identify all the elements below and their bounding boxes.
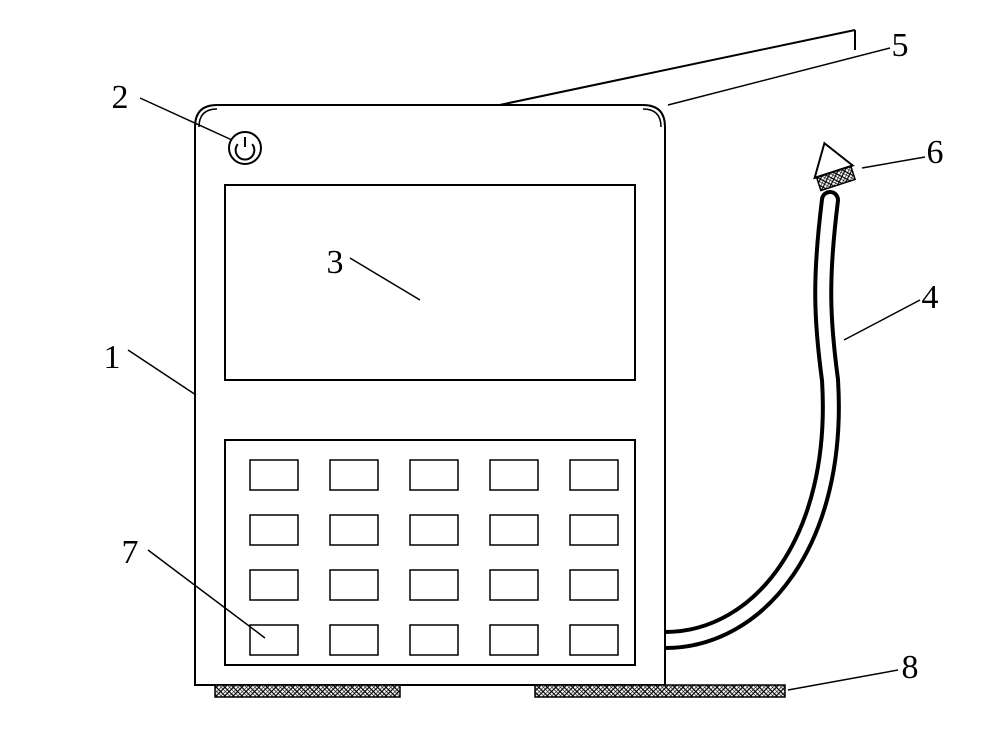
keypad-key[interactable] — [330, 625, 378, 655]
cord-fill — [665, 200, 831, 640]
keypad-key[interactable] — [410, 570, 458, 600]
callout-label-3: 3 — [327, 244, 344, 281]
keypad-key[interactable] — [570, 515, 618, 545]
callout-label-8: 8 — [902, 649, 919, 686]
callout-label-2: 2 — [112, 79, 129, 116]
keypad-key[interactable] — [330, 515, 378, 545]
callout-label-6: 6 — [927, 134, 944, 171]
leader-line-8 — [788, 670, 898, 690]
back-edge-line — [490, 30, 855, 107]
keypad-key[interactable] — [250, 460, 298, 490]
keypad-key[interactable] — [570, 625, 618, 655]
keypad-key[interactable] — [490, 515, 538, 545]
keypad-key[interactable] — [410, 515, 458, 545]
plug-group — [805, 137, 857, 191]
keypad-key[interactable] — [410, 460, 458, 490]
keypad-key[interactable] — [250, 625, 298, 655]
callout-label-7: 7 — [122, 534, 139, 571]
leader-line-6 — [862, 157, 925, 168]
keypad-key[interactable] — [250, 515, 298, 545]
callout-label-1: 1 — [104, 339, 121, 376]
foot-right-x — [535, 685, 785, 697]
keypad-key[interactable] — [490, 625, 538, 655]
keypad-key[interactable] — [490, 570, 538, 600]
leader-line-1 — [128, 350, 196, 395]
keypad-key[interactable] — [330, 570, 378, 600]
keypad-key[interactable] — [410, 625, 458, 655]
display-screen — [225, 185, 635, 380]
keypad-key[interactable] — [330, 460, 378, 490]
foot-left-x — [215, 685, 400, 697]
keypad-key[interactable] — [570, 570, 618, 600]
leader-line-5 — [668, 48, 890, 105]
keypad-key[interactable] — [570, 460, 618, 490]
keypad-key[interactable] — [490, 460, 538, 490]
leader-line-4 — [844, 300, 920, 340]
callout-label-5: 5 — [892, 27, 909, 64]
keypad-key[interactable] — [250, 570, 298, 600]
callout-label-4: 4 — [922, 279, 939, 316]
cord-outline — [665, 200, 831, 640]
